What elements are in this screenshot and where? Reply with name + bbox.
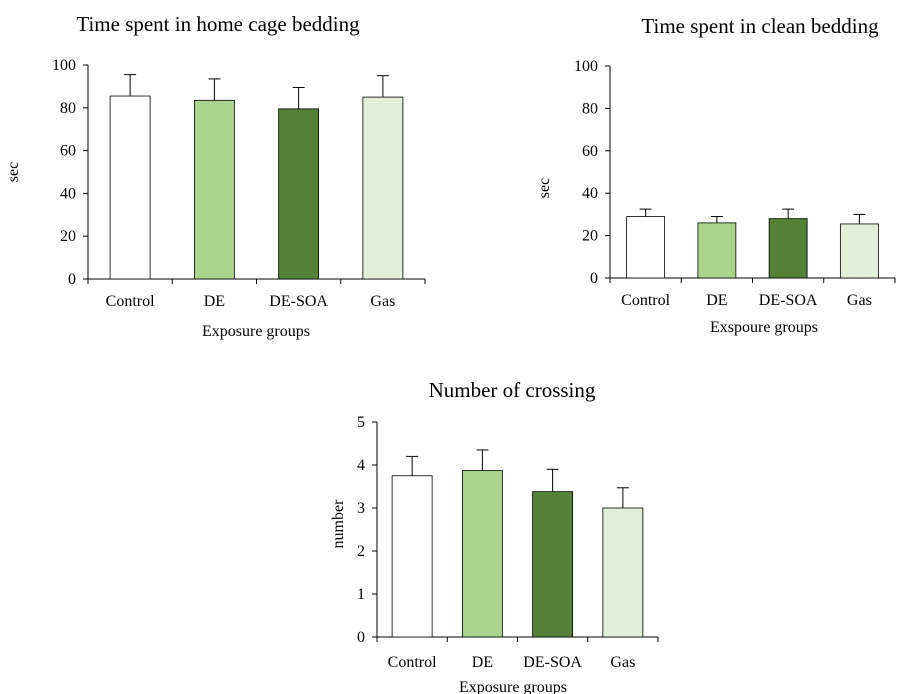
chart-title: Number of crossing xyxy=(429,378,596,402)
x-tick-label: Control xyxy=(621,292,670,309)
bar-control xyxy=(391,475,433,638)
y-tick-label: 60 xyxy=(60,143,76,160)
y-tick-label: 40 xyxy=(582,185,598,202)
x-tick-label: DE xyxy=(706,292,727,309)
y-tick-label: 100 xyxy=(574,58,598,75)
y-tick-label: 80 xyxy=(582,100,598,117)
x-tick-label: Control xyxy=(106,293,155,310)
bar-control xyxy=(109,95,151,280)
y-tick-label: 5 xyxy=(357,414,365,431)
x-tick-label: DE-SOA xyxy=(759,292,818,309)
x-tick-label: DE xyxy=(472,654,493,671)
bar-de xyxy=(461,470,503,638)
x-axis-label: Exposure groups xyxy=(459,679,567,694)
y-tick-label: 0 xyxy=(590,270,598,287)
y-tick-label: 3 xyxy=(357,500,365,517)
bar-de-soa xyxy=(532,491,574,638)
y-axis-label: sec xyxy=(536,178,553,198)
x-tick-label: DE-SOA xyxy=(269,293,328,310)
bar-gas xyxy=(362,96,404,280)
y-tick-label: 20 xyxy=(582,228,598,245)
bar-de-soa xyxy=(278,108,320,280)
x-tick-label: DE-SOA xyxy=(523,654,582,671)
x-tick-label: DE xyxy=(204,293,225,310)
y-tick-label: 0 xyxy=(357,629,365,646)
y-tick-label: 100 xyxy=(52,57,76,74)
x-tick-label: Gas xyxy=(370,293,395,310)
chart-panel-1: Time spent in home cage bedding 0 20 40 60 80… xyxy=(5,12,426,340)
x-tick-label: Gas xyxy=(847,292,872,309)
bar-de-soa xyxy=(768,218,808,279)
bar-de xyxy=(193,99,235,280)
y-tick-label: 2 xyxy=(357,543,365,560)
y-tick-label: 40 xyxy=(60,185,76,202)
x-tick-label: Gas xyxy=(610,654,635,671)
y-tick-label: 60 xyxy=(582,143,598,160)
y-tick-label: 80 xyxy=(60,100,76,117)
y-axis-label: number xyxy=(330,499,347,549)
bar-gas xyxy=(839,223,879,279)
y-tick-label: 20 xyxy=(60,228,76,245)
bar-gas xyxy=(602,507,644,638)
chart-title: Time spent in home cage bedding xyxy=(76,12,360,36)
bar-de xyxy=(697,222,737,279)
chart-panel-3: Number of crossing 0 1 2 3 4 5 Control DE DE-SOA G… xyxy=(330,378,659,694)
chart-title: Time spent in clean bedding xyxy=(641,14,879,38)
y-tick-label: 1 xyxy=(357,586,365,603)
y-axis-label: sec xyxy=(5,162,22,182)
chart-panel-2: Time spent in clean bedding 0 20 40 60 80 100 C… xyxy=(536,14,896,336)
y-tick-label: 4 xyxy=(357,457,365,474)
x-tick-label: Control xyxy=(388,654,437,671)
bar-control xyxy=(626,216,666,279)
x-axis-label: Exspoure groups xyxy=(710,319,818,336)
x-axis-label: Exposure groups xyxy=(202,323,310,340)
y-tick-label: 0 xyxy=(68,271,76,288)
